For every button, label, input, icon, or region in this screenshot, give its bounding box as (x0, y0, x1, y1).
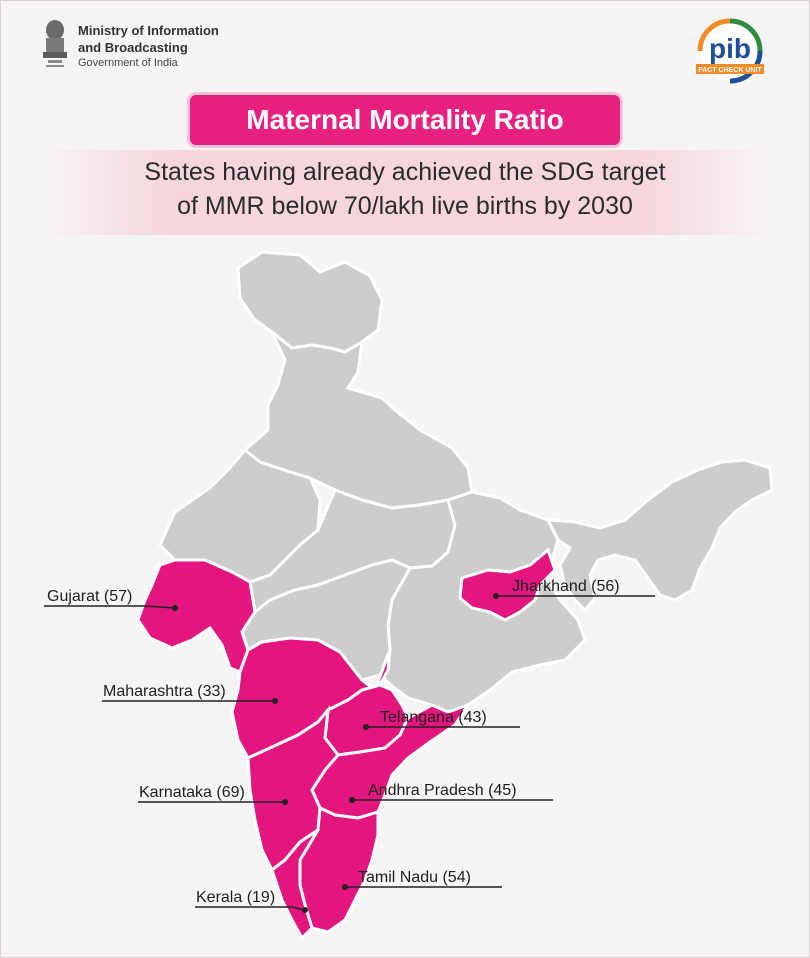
map-region-northeast (545, 458, 774, 613)
callout-gujarat: Gujarat (57) (44, 588, 178, 611)
ministry-line-1: Ministry of Information (78, 23, 219, 38)
callout-telangana: Telangana (43) (363, 709, 520, 730)
callout-karnataka: Karnataka (69) (138, 784, 288, 805)
header: Ministry of Information and Broadcasting… (0, 0, 810, 90)
map-state-jharkhand (458, 547, 557, 622)
label-maharashtra: Maharashtra (33) (103, 683, 226, 700)
title-banner: Maternal Mortality Ratio (190, 95, 620, 145)
subtitle-band (40, 150, 770, 235)
pib-logo-subtext: FACT CHECK UNIT (698, 67, 762, 74)
callout-kerala: Kerala (19) (195, 889, 308, 913)
ministry-line-3: Government of India (78, 57, 178, 69)
callout-maharashtra: Maharashtra (33) (102, 683, 278, 704)
map-state-gujarat (136, 558, 257, 674)
pib-logo: pib FACT CHECK UNIT (696, 18, 764, 84)
callout-andhra-pradesh: Andhra Pradesh (45) (349, 782, 553, 803)
india-map: Gujarat (57) Jharkhand (56) Maharashtra … (44, 250, 774, 941)
label-karnataka: Karnataka (69) (139, 784, 245, 801)
map-region-jammu-kashmir (236, 250, 384, 354)
ministry-name: Ministry of Information and Broadcasting… (78, 22, 219, 71)
national-emblem-icon (43, 20, 67, 67)
callout-tamil-nadu: Tamil Nadu (54) (342, 869, 502, 890)
label-tamil-nadu: Tamil Nadu (54) (358, 869, 471, 886)
ministry-line-2: and Broadcasting (78, 40, 188, 55)
pib-logo-text: pib (709, 33, 751, 64)
label-andhra-pradesh: Andhra Pradesh (45) (368, 782, 517, 799)
subtitle: States having already achieved the SDG t… (0, 155, 810, 223)
label-gujarat: Gujarat (57) (47, 588, 132, 605)
label-kerala: Kerala (19) (196, 889, 275, 906)
subtitle-line-2: of MMR below 70/lakh live births by 2030 (177, 192, 633, 220)
subtitle-line-1: States having already achieved the SDG t… (144, 158, 666, 186)
callout-jharkhand: Jharkhand (56) (493, 578, 655, 599)
label-telangana: Telangana (43) (380, 709, 487, 726)
label-jharkhand: Jharkhand (56) (512, 578, 620, 595)
